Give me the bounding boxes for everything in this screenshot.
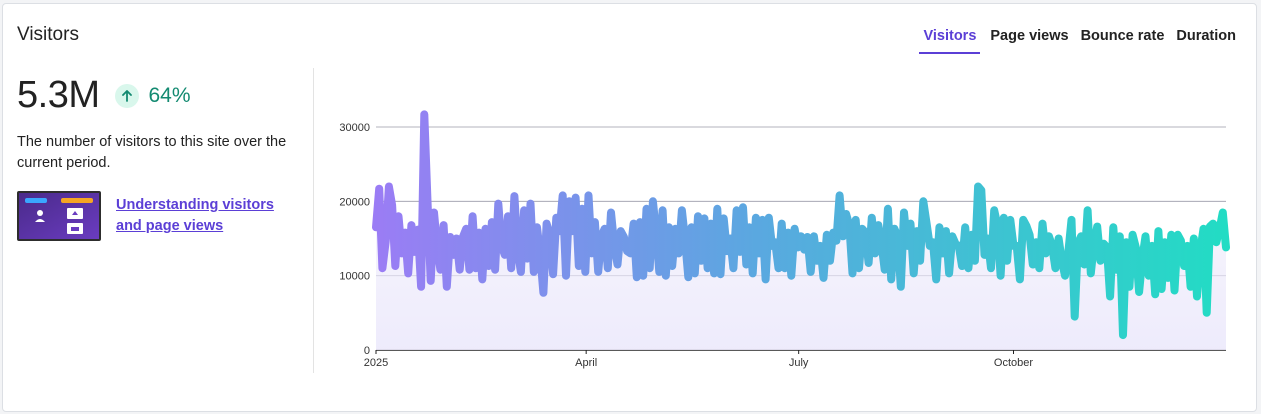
- divider: [313, 68, 314, 373]
- y-tick-label: 0: [364, 345, 370, 357]
- card-title: Visitors: [17, 24, 79, 45]
- tab-visitors[interactable]: Visitors: [919, 26, 981, 54]
- arrow-up-icon: [115, 83, 140, 108]
- x-tick-label: 2025: [364, 357, 388, 369]
- tab-duration[interactable]: Duration: [1176, 28, 1236, 44]
- trend-percentage: 64%: [148, 83, 191, 107]
- visitors-card: Visitors Visitors Page views Bounce rate…: [2, 3, 1257, 412]
- x-tick-label: July: [789, 357, 809, 369]
- y-tick-label: 10000: [339, 271, 370, 283]
- x-tick-label: April: [575, 357, 597, 369]
- x-tick-label: October: [994, 357, 1033, 369]
- metric-description: The number of visitors to this site over…: [17, 134, 287, 171]
- y-tick-label: 30000: [339, 122, 370, 134]
- series-line: [372, 110, 1230, 340]
- visitor-count: 5.3M: [17, 74, 100, 116]
- trend-indicator: 64%: [115, 83, 191, 108]
- tab-bounce-rate[interactable]: Bounce rate: [1080, 28, 1165, 44]
- y-tick-label: 20000: [339, 196, 370, 208]
- metric-tabs: Visitors Page views Bounce rate Duration: [919, 26, 1238, 54]
- learn-more-link[interactable]: Understanding visitors and page views: [116, 197, 274, 234]
- area-fill: [376, 114, 1226, 351]
- tab-page-views[interactable]: Page views: [990, 28, 1069, 44]
- stat-row: 5.3M 64%: [17, 74, 191, 117]
- visitors-line-chart: 0 10000 20000 30000 2025 April July October: [339, 110, 1230, 369]
- video-thumbnail[interactable]: [17, 191, 101, 241]
